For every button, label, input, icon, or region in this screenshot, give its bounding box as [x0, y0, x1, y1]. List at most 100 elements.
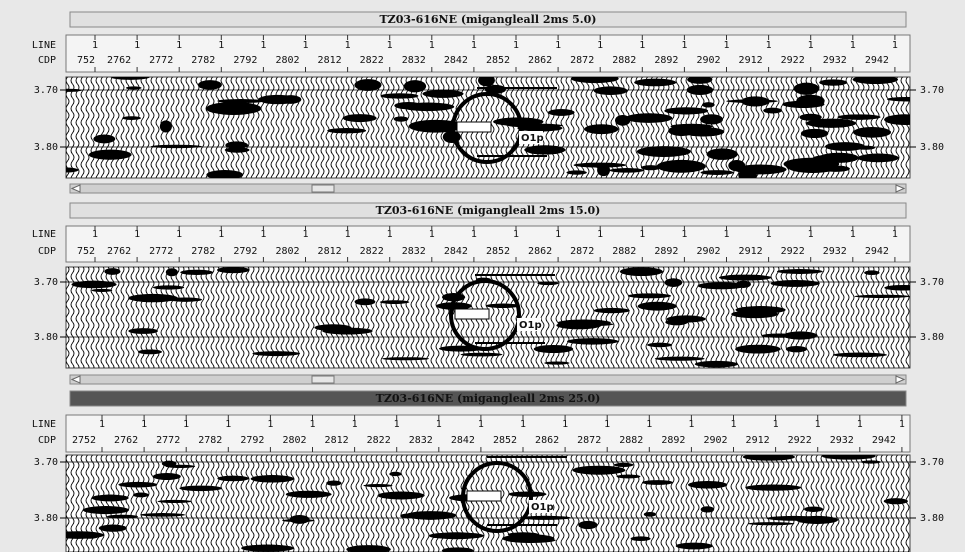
scrollbar[interactable]: [69, 374, 907, 385]
line-value: 1: [176, 40, 182, 51]
reflector: [664, 278, 683, 287]
cdp-value: 2942: [872, 435, 896, 446]
line-value: 1: [134, 229, 140, 240]
cdp-value: 2892: [661, 435, 685, 446]
reflector: [666, 315, 706, 323]
scrollbar[interactable]: [69, 183, 907, 194]
reflector: [616, 474, 641, 479]
cdp-value: 2902: [696, 55, 720, 66]
time-label-left: 3.70: [34, 277, 58, 288]
reflector: [98, 524, 127, 532]
reflector: [91, 288, 113, 292]
reflector: [533, 344, 574, 354]
cdp-value: 2852: [486, 55, 510, 66]
axis-ruler: [65, 414, 911, 453]
line-value: 1: [218, 40, 224, 51]
line-value: 1: [681, 229, 687, 240]
line-value: 1: [688, 419, 694, 430]
scroll-thumb[interactable]: [311, 375, 335, 384]
reflector: [327, 128, 367, 134]
scroll-left-arrow[interactable]: [70, 184, 81, 193]
line-value: 1: [850, 229, 856, 240]
time-label-left: 3.70: [34, 457, 58, 468]
line-value: 1: [471, 229, 477, 240]
cdp-value: 2802: [282, 435, 306, 446]
line-value: 1: [766, 40, 772, 51]
cdp-value: 2772: [156, 435, 180, 446]
reflector: [502, 534, 555, 543]
reflector: [128, 328, 159, 334]
line-value: 1: [471, 40, 477, 51]
cdp-value: 2792: [233, 246, 257, 257]
reflector: [389, 471, 402, 477]
time-label-right: 3.80: [920, 332, 944, 343]
horizon-label-bg: [529, 500, 553, 513]
reflector: [382, 357, 430, 361]
reflector: [864, 270, 880, 275]
reflector: [627, 293, 672, 299]
reflector: [393, 116, 409, 122]
cdp-value: 2882: [612, 55, 636, 66]
line-value: 1: [597, 229, 603, 240]
reflector: [694, 360, 739, 368]
reflector: [125, 86, 142, 90]
cdp-value: 2782: [191, 246, 215, 257]
line-label: LINE: [32, 229, 56, 240]
line-value: 1: [225, 419, 231, 430]
cdp-label: CDP: [38, 55, 56, 66]
cdp-value: 2852: [486, 246, 510, 257]
reflector: [159, 120, 172, 133]
reflector: [403, 80, 427, 93]
reflector: [726, 99, 778, 103]
reflector: [718, 274, 772, 281]
time-label-left: 3.80: [34, 332, 58, 343]
line-value: 1: [766, 229, 772, 240]
panel-title: TZ03-616NE (migangleall 2ms 25.0): [376, 392, 601, 405]
reflector: [799, 113, 822, 121]
line-value: 1: [429, 40, 435, 51]
horizon-label: O1p: [521, 133, 544, 144]
scroll-thumb[interactable]: [311, 184, 335, 193]
axis-ruler: [65, 225, 911, 263]
reflector: [217, 99, 265, 104]
line-value: 1: [141, 419, 147, 430]
cdp-value: 2802: [275, 55, 299, 66]
reflector: [106, 514, 139, 519]
reflector: [137, 349, 163, 355]
reflector: [205, 102, 262, 115]
cdp-value: 2832: [409, 435, 433, 446]
scroll-right-arrow[interactable]: [895, 184, 906, 193]
reflector: [832, 352, 888, 358]
reflector: [796, 515, 839, 524]
scroll-right-arrow[interactable]: [895, 375, 906, 384]
reflector: [241, 544, 294, 552]
reflector: [854, 294, 910, 298]
cdp-value: 2822: [360, 246, 384, 257]
reflector: [140, 513, 186, 517]
highlight-circle: [461, 461, 533, 533]
cdp-label: CDP: [38, 246, 56, 257]
reflector: [857, 153, 899, 163]
cdp-value: 2942: [865, 55, 889, 66]
scroll-left-arrow[interactable]: [70, 375, 81, 384]
reflector: [133, 492, 149, 498]
reflector: [619, 267, 663, 277]
line-value: 1: [218, 229, 224, 240]
line-value: 1: [899, 419, 905, 430]
reflector: [217, 475, 250, 482]
reflector: [165, 464, 196, 468]
line-value: 1: [92, 229, 98, 240]
cdp-value: 2782: [191, 55, 215, 66]
reflector: [567, 338, 619, 345]
reflector: [670, 123, 713, 130]
cdp-value: 752: [77, 246, 95, 257]
cdp-value: 2772: [149, 55, 173, 66]
cdp-value: 2842: [451, 435, 475, 446]
reflector: [783, 331, 818, 340]
cdp-value: 2922: [788, 435, 812, 446]
cdp-value: 2772: [149, 246, 173, 257]
line-value: 1: [604, 419, 610, 430]
cdp-value: 2842: [444, 55, 468, 66]
reflector: [824, 142, 866, 151]
